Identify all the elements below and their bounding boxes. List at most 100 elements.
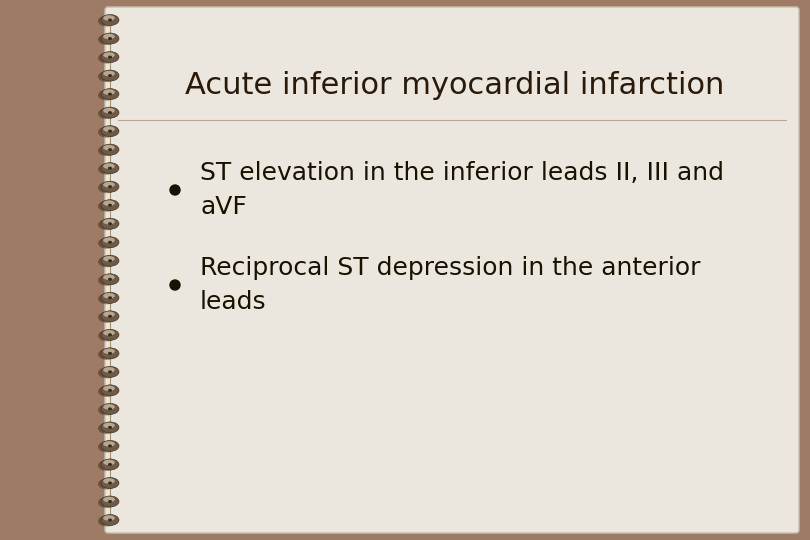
- Ellipse shape: [103, 515, 115, 521]
- Ellipse shape: [98, 497, 116, 508]
- Ellipse shape: [103, 71, 115, 76]
- Ellipse shape: [103, 460, 115, 465]
- Ellipse shape: [103, 219, 115, 225]
- Ellipse shape: [108, 185, 112, 188]
- Ellipse shape: [98, 256, 116, 267]
- Ellipse shape: [98, 478, 116, 489]
- Ellipse shape: [101, 144, 119, 155]
- Ellipse shape: [108, 333, 112, 336]
- Ellipse shape: [103, 330, 115, 335]
- Ellipse shape: [103, 182, 115, 187]
- Ellipse shape: [98, 386, 116, 397]
- Ellipse shape: [98, 423, 116, 434]
- Ellipse shape: [103, 274, 115, 280]
- Ellipse shape: [98, 330, 116, 341]
- Ellipse shape: [103, 89, 115, 95]
- Ellipse shape: [101, 274, 119, 285]
- Ellipse shape: [98, 349, 116, 360]
- Ellipse shape: [108, 444, 112, 448]
- Ellipse shape: [108, 296, 112, 299]
- Ellipse shape: [108, 407, 112, 410]
- Ellipse shape: [103, 367, 115, 373]
- Ellipse shape: [98, 516, 116, 526]
- Ellipse shape: [101, 15, 119, 25]
- Circle shape: [170, 185, 180, 195]
- Ellipse shape: [98, 71, 116, 82]
- Ellipse shape: [108, 148, 112, 151]
- Ellipse shape: [98, 312, 116, 323]
- Ellipse shape: [98, 34, 116, 45]
- Ellipse shape: [98, 126, 116, 138]
- Ellipse shape: [101, 292, 119, 303]
- Text: Acute inferior myocardial infarction: Acute inferior myocardial infarction: [185, 71, 724, 99]
- Ellipse shape: [101, 33, 119, 44]
- Ellipse shape: [103, 34, 115, 39]
- Circle shape: [170, 280, 180, 290]
- Ellipse shape: [108, 222, 112, 225]
- Ellipse shape: [98, 52, 116, 64]
- Ellipse shape: [101, 329, 119, 340]
- Ellipse shape: [101, 107, 119, 118]
- Ellipse shape: [108, 92, 112, 96]
- Ellipse shape: [108, 370, 112, 373]
- Ellipse shape: [98, 460, 116, 471]
- Ellipse shape: [103, 145, 115, 150]
- Ellipse shape: [101, 366, 119, 377]
- Ellipse shape: [101, 496, 119, 507]
- Ellipse shape: [101, 218, 119, 229]
- FancyBboxPatch shape: [105, 7, 799, 533]
- Ellipse shape: [101, 311, 119, 322]
- Ellipse shape: [103, 15, 115, 21]
- Ellipse shape: [98, 238, 116, 249]
- Text: Reciprocal ST depression in the anterior
leads: Reciprocal ST depression in the anterior…: [200, 256, 701, 314]
- Ellipse shape: [98, 201, 116, 212]
- Ellipse shape: [108, 241, 112, 244]
- Ellipse shape: [108, 204, 112, 207]
- Ellipse shape: [108, 389, 112, 392]
- Ellipse shape: [108, 167, 112, 170]
- Ellipse shape: [103, 200, 115, 206]
- Ellipse shape: [103, 312, 115, 317]
- Ellipse shape: [108, 111, 112, 114]
- Ellipse shape: [103, 349, 115, 354]
- Ellipse shape: [103, 238, 115, 243]
- Ellipse shape: [103, 256, 115, 261]
- Ellipse shape: [101, 459, 119, 470]
- Ellipse shape: [103, 164, 115, 169]
- Ellipse shape: [108, 18, 112, 22]
- Ellipse shape: [101, 422, 119, 433]
- Ellipse shape: [108, 278, 112, 281]
- Text: ST elevation in the inferior leads II, III and
aVF: ST elevation in the inferior leads II, I…: [200, 161, 724, 219]
- Ellipse shape: [101, 441, 119, 451]
- Ellipse shape: [103, 126, 115, 132]
- Ellipse shape: [101, 515, 119, 525]
- Ellipse shape: [108, 463, 112, 466]
- Ellipse shape: [101, 181, 119, 192]
- Ellipse shape: [101, 89, 119, 99]
- Ellipse shape: [98, 145, 116, 156]
- Ellipse shape: [101, 237, 119, 248]
- Ellipse shape: [98, 404, 116, 415]
- Ellipse shape: [98, 182, 116, 193]
- Ellipse shape: [101, 51, 119, 63]
- Ellipse shape: [98, 90, 116, 100]
- Ellipse shape: [98, 16, 116, 26]
- Ellipse shape: [103, 52, 115, 58]
- Ellipse shape: [101, 255, 119, 266]
- Ellipse shape: [108, 518, 112, 522]
- Ellipse shape: [103, 423, 115, 428]
- Ellipse shape: [101, 163, 119, 174]
- Ellipse shape: [98, 164, 116, 174]
- Ellipse shape: [101, 70, 119, 81]
- Ellipse shape: [108, 426, 112, 429]
- Ellipse shape: [98, 219, 116, 230]
- Ellipse shape: [108, 259, 112, 262]
- Ellipse shape: [103, 386, 115, 391]
- Ellipse shape: [101, 403, 119, 414]
- Ellipse shape: [103, 108, 115, 113]
- Ellipse shape: [108, 130, 112, 133]
- Ellipse shape: [98, 441, 116, 453]
- Ellipse shape: [108, 482, 112, 484]
- Ellipse shape: [98, 275, 116, 286]
- Ellipse shape: [101, 126, 119, 137]
